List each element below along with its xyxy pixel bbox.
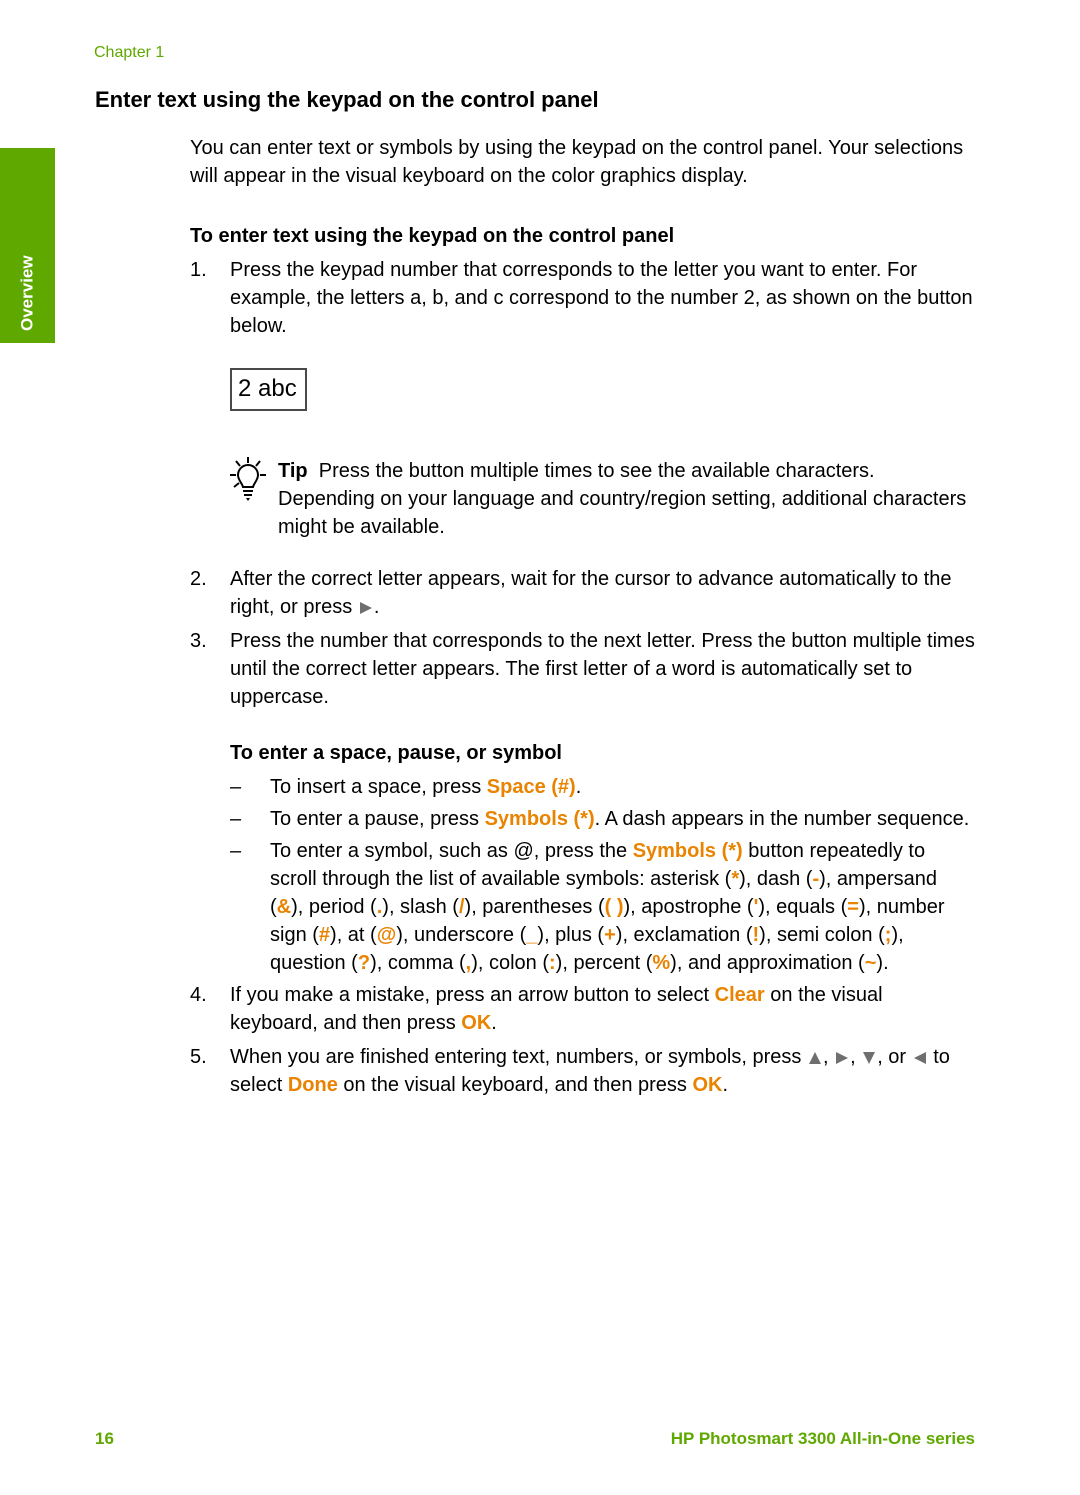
step-num: 5.: [190, 1043, 230, 1099]
t: To insert a space, press: [270, 776, 487, 798]
down-arrow-icon: [861, 1050, 877, 1066]
page-number: 16: [95, 1427, 114, 1451]
t: .: [576, 776, 582, 798]
step-body: Press the keypad number that corresponds…: [230, 256, 975, 560]
tip-body: Press the button multiple times to see t…: [278, 460, 966, 538]
bullet-space: – To insert a space, press Space (#).: [230, 773, 975, 801]
t: ), percent (: [556, 952, 653, 974]
highlight: Clear: [715, 984, 765, 1006]
t: ), colon (: [471, 952, 549, 974]
t: When you are finished entering text, num…: [230, 1046, 807, 1068]
t: ), apostrophe (: [624, 896, 754, 918]
highlight: Space (#): [487, 776, 576, 798]
sym: _: [526, 924, 537, 946]
step-text-a: After the correct letter appears, wait f…: [230, 568, 951, 618]
t: ,: [823, 1046, 834, 1068]
step-1: 1. Press the keypad number that correspo…: [190, 256, 975, 560]
step-body: When you are finished entering text, num…: [230, 1043, 975, 1099]
bullet-body: To enter a pause, press Symbols (*). A d…: [270, 805, 969, 833]
bullet-dash: –: [230, 805, 270, 833]
sym: #: [319, 924, 330, 946]
step-num: 4.: [190, 981, 230, 1037]
step-body: If you make a mistake, press an arrow bu…: [230, 981, 975, 1037]
t: ), and approximation (: [670, 952, 865, 974]
t: ), period (: [291, 896, 377, 918]
step-body: Press the number that corresponds to the…: [230, 627, 975, 711]
t: To enter a pause, press: [270, 808, 485, 830]
step-text-b: .: [374, 596, 380, 618]
step-2: 2. After the correct letter appears, wai…: [190, 565, 975, 621]
t: To enter a symbol, such as @, press the: [270, 840, 633, 862]
t: ), comma (: [370, 952, 466, 974]
sym: %: [652, 952, 670, 974]
left-arrow-icon: [912, 1050, 928, 1066]
page-content: Enter text using the keypad on the contr…: [95, 85, 975, 1105]
step-num: 1.: [190, 256, 230, 560]
highlight: OK: [692, 1074, 722, 1096]
bullet-body: To insert a space, press Space (#).: [270, 773, 581, 801]
highlight: Symbols (*): [633, 840, 743, 862]
right-arrow-icon: [834, 1050, 850, 1066]
step-num: 3.: [190, 627, 230, 711]
t: If you make a mistake, press an arrow bu…: [230, 984, 715, 1006]
step-3: 3. Press the number that corresponds to …: [190, 627, 975, 711]
highlight: OK: [461, 1012, 491, 1034]
keypad-button-image: 2 abc: [230, 368, 307, 412]
up-arrow-icon: [807, 1050, 823, 1066]
t: ,: [850, 1046, 861, 1068]
procedure-heading-2: To enter a space, pause, or symbol: [230, 739, 975, 767]
step-body: After the correct letter appears, wait f…: [230, 565, 975, 621]
step-num: 2.: [190, 565, 230, 621]
t: ).: [876, 952, 888, 974]
sym: ( ): [605, 896, 624, 918]
chapter-label: Chapter 1: [94, 42, 164, 64]
t: ), slash (: [382, 896, 459, 918]
t: ), parentheses (: [465, 896, 605, 918]
sym: +: [604, 924, 616, 946]
page-footer: 16 HP Photosmart 3300 All-in-One series: [95, 1427, 975, 1451]
t: .: [722, 1074, 728, 1096]
t: ), exclamation (: [616, 924, 753, 946]
bullet-pause: – To enter a pause, press Symbols (*). A…: [230, 805, 975, 833]
t: ), dash (: [739, 868, 812, 890]
right-arrow-icon: [358, 600, 374, 616]
product-name: HP Photosmart 3300 All-in-One series: [671, 1427, 975, 1451]
t: ), semi colon (: [759, 924, 885, 946]
t: .: [491, 1012, 497, 1034]
t: , or: [877, 1046, 911, 1068]
sym: ?: [358, 952, 370, 974]
sym: ~: [865, 952, 877, 974]
step-text: Press the keypad number that corresponds…: [230, 259, 973, 337]
tip-label: Tip: [278, 460, 308, 482]
sym: :: [549, 952, 556, 974]
intro-paragraph: You can enter text or symbols by using t…: [190, 134, 975, 190]
highlight: Done: [288, 1074, 338, 1096]
highlight: Symbols (*): [485, 808, 595, 830]
sym: &: [277, 896, 291, 918]
tip-text: Tip Press the button multiple times to s…: [278, 457, 975, 541]
bullet-symbol: – To enter a symbol, such as @, press th…: [230, 837, 975, 977]
sym: @: [377, 924, 397, 946]
t: ), equals (: [758, 896, 847, 918]
t: ), at (: [330, 924, 377, 946]
bullet-dash: –: [230, 773, 270, 801]
page-heading: Enter text using the keypad on the contr…: [95, 85, 975, 116]
section-tab-overview: Overview: [0, 148, 55, 343]
tip-callout: Tip Press the button multiple times to s…: [230, 457, 975, 541]
bullet-body: To enter a symbol, such as @, press the …: [270, 837, 975, 977]
sym: =: [847, 896, 859, 918]
tip-icon: [230, 457, 266, 541]
step-4: 4. If you make a mistake, press an arrow…: [190, 981, 975, 1037]
t: . A dash appears in the number sequence.: [595, 808, 970, 830]
step-5: 5. When you are finished entering text, …: [190, 1043, 975, 1099]
procedure-heading-1: To enter text using the keypad on the co…: [190, 222, 975, 250]
t: ), plus (: [537, 924, 604, 946]
sym: *: [731, 868, 739, 890]
t: on the visual keyboard, and then press: [338, 1074, 693, 1096]
bullet-dash: –: [230, 837, 270, 977]
t: ), underscore (: [396, 924, 526, 946]
